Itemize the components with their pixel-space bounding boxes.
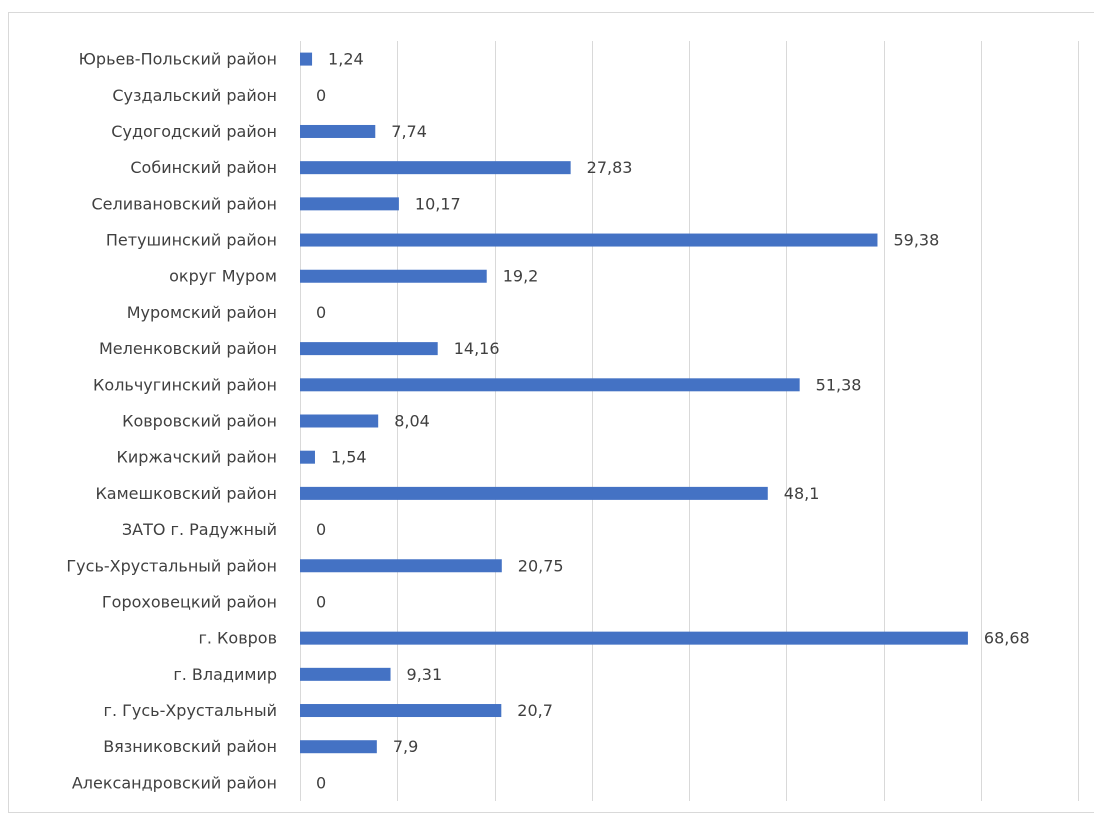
data-label: 0 bbox=[316, 303, 326, 322]
y-tick-label: Киржачский район bbox=[116, 448, 277, 467]
y-tick-label: Петушинский район bbox=[106, 231, 277, 250]
y-tick-label: Селивановский район bbox=[91, 194, 277, 213]
data-label: 68,68 bbox=[984, 629, 1030, 648]
bar bbox=[300, 233, 878, 247]
data-label: 8,04 bbox=[394, 412, 430, 431]
bar bbox=[300, 161, 571, 175]
data-label: 20,75 bbox=[518, 556, 564, 575]
y-tick-label: Меленковский район bbox=[99, 339, 277, 358]
y-tick-label: Камешковский район bbox=[95, 484, 277, 503]
y-tick-label: г. Владимир bbox=[173, 665, 277, 684]
data-label: 0 bbox=[316, 773, 326, 792]
data-label: 10,17 bbox=[415, 194, 461, 213]
y-tick-label: Гороховецкий район bbox=[102, 592, 277, 611]
data-label: 9,31 bbox=[407, 665, 443, 684]
bar bbox=[300, 197, 399, 211]
bar bbox=[300, 378, 800, 392]
chart-border bbox=[8, 12, 1094, 813]
data-label: 59,38 bbox=[893, 231, 939, 250]
y-tick-label: Ковровский район bbox=[122, 412, 277, 431]
y-tick-label: Муромский район bbox=[127, 303, 277, 322]
data-label: 51,38 bbox=[816, 375, 862, 394]
bar bbox=[300, 450, 315, 464]
y-tick-label: Судогодский район bbox=[111, 122, 277, 141]
bar bbox=[300, 631, 968, 645]
data-label: 1,54 bbox=[331, 448, 367, 467]
bar bbox=[300, 704, 502, 718]
bar bbox=[300, 559, 502, 573]
y-tick-label: г. Ковров bbox=[198, 629, 277, 648]
y-tick-label: Вязниковский район bbox=[103, 737, 277, 756]
y-tick-label: г. Гусь-Хрустальный bbox=[104, 701, 277, 720]
y-tick-label: Юрьев-Польский район bbox=[79, 50, 277, 69]
data-label: 27,83 bbox=[587, 158, 633, 177]
bar bbox=[300, 667, 391, 681]
data-label: 7,74 bbox=[391, 122, 427, 141]
y-tick-label: Александровский район bbox=[72, 773, 277, 792]
bar bbox=[300, 740, 377, 754]
bar bbox=[300, 124, 376, 138]
y-tick-label: ЗАТО г. Радужный bbox=[122, 520, 277, 539]
bar bbox=[300, 269, 487, 283]
data-label: 19,2 bbox=[503, 267, 539, 286]
data-label: 14,16 bbox=[454, 339, 500, 358]
bar bbox=[300, 414, 379, 428]
data-label: 20,7 bbox=[517, 701, 553, 720]
y-tick-label: Гусь-Хрустальный район bbox=[66, 556, 277, 575]
data-label: 1,24 bbox=[328, 50, 364, 69]
data-label: 0 bbox=[316, 592, 326, 611]
data-label: 7,9 bbox=[393, 737, 418, 756]
y-tick-label: Собинский район bbox=[130, 158, 277, 177]
bar bbox=[300, 52, 313, 66]
bar bbox=[300, 342, 438, 356]
y-tick-label: округ Муром bbox=[169, 267, 277, 286]
y-tick-label: Суздальский район bbox=[112, 86, 277, 105]
y-tick-label: Кольчугинский район bbox=[93, 375, 277, 394]
bar bbox=[300, 486, 768, 500]
data-label: 0 bbox=[316, 86, 326, 105]
data-label: 0 bbox=[316, 520, 326, 539]
data-label: 48,1 bbox=[784, 484, 820, 503]
